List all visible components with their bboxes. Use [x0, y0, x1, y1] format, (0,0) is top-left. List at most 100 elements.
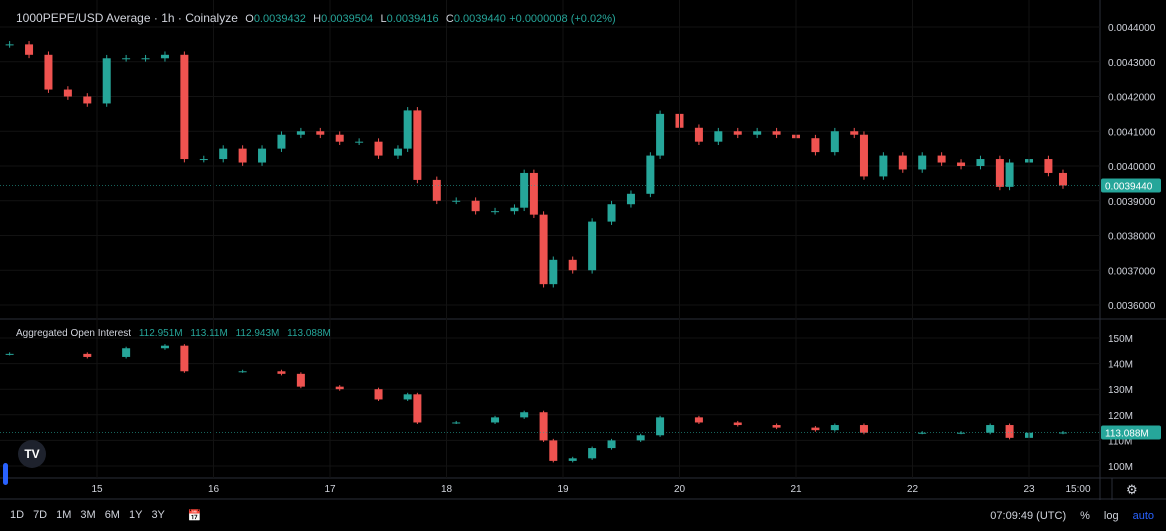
candle	[452, 422, 461, 424]
high-value: 0.0039504	[321, 13, 374, 25]
candle	[432, 179, 441, 201]
y-tick-label: 110M	[1108, 436, 1132, 447]
x-tick-label: 20	[674, 484, 686, 495]
range-1d[interactable]: 1D	[10, 509, 25, 521]
candle	[277, 134, 286, 149]
range-3y[interactable]: 3Y	[151, 509, 165, 521]
x-tick-label: 17	[324, 484, 336, 495]
candle	[753, 131, 762, 135]
candle	[607, 440, 616, 449]
candle	[471, 200, 480, 212]
auto-toggle[interactable]: auto	[1132, 509, 1154, 522]
candle	[714, 131, 723, 142]
last-value-badge	[1101, 425, 1161, 440]
candle	[607, 204, 616, 222]
candle	[219, 148, 228, 160]
candle	[520, 412, 529, 418]
candle	[694, 127, 703, 142]
y-tick-label: 130M	[1108, 385, 1133, 396]
range-1y[interactable]: 1Y	[128, 509, 143, 521]
open-value: 0.0039432	[253, 13, 306, 25]
y-tick-label: 0.0042000	[1108, 93, 1156, 104]
candle	[656, 113, 665, 156]
candle	[830, 131, 839, 153]
candle	[83, 353, 92, 357]
candle	[995, 159, 1004, 187]
log-toggle[interactable]: log	[1103, 509, 1119, 522]
candle	[918, 432, 927, 434]
candle	[160, 54, 169, 59]
candle	[413, 110, 422, 180]
range-6m[interactable]: 6M	[104, 509, 120, 521]
y-tick-label: 150M	[1108, 334, 1133, 345]
price-legend: 1000PEPE/USD Average · 1h · Coinalyze O0…	[16, 11, 616, 25]
candle	[63, 89, 72, 97]
y-tick-label: 140M	[1108, 360, 1133, 371]
candle	[733, 422, 742, 426]
percent-toggle[interactable]: %	[1080, 509, 1090, 522]
y-tick-label: 0.0037000	[1108, 266, 1156, 277]
y-tick-label: 0.0044000	[1108, 23, 1156, 34]
candle	[859, 134, 868, 177]
symbol-title: 1000PEPE/USD Average · 1h · Coinalyze	[16, 11, 238, 25]
candle	[374, 389, 383, 400]
candle	[510, 207, 519, 212]
range-1m[interactable]: 1M	[56, 509, 72, 521]
candle	[568, 458, 577, 461]
oi-title: Aggregated Open Interest	[16, 328, 132, 339]
candle	[898, 155, 907, 170]
candle	[296, 131, 305, 135]
last-value-badge	[1101, 178, 1161, 193]
candle	[976, 159, 985, 166]
candle	[588, 448, 597, 459]
candle	[102, 58, 111, 104]
range-7d[interactable]: 7D	[33, 509, 48, 521]
y-tick-label: 0.0039000	[1108, 197, 1156, 208]
candle	[403, 394, 412, 400]
candle	[588, 221, 597, 271]
candle	[1005, 425, 1014, 438]
y-tick-label: 0.0043000	[1108, 58, 1156, 69]
y-tick-label: 0.0036000	[1108, 301, 1156, 312]
candle	[122, 58, 131, 60]
y-tick-label: 100M	[1108, 462, 1133, 473]
chart-canvas[interactable]: 0.0044000 0.0043000 0.0042000 0.0041000 0.00…	[0, 0, 1166, 500]
candle	[811, 427, 820, 431]
candle	[5, 353, 14, 355]
candle	[277, 371, 286, 374]
x-tick-label: 18	[441, 484, 453, 495]
x-tick-label: 16	[208, 484, 220, 495]
candle	[568, 259, 577, 271]
candle	[811, 138, 820, 153]
low-value: 0.0039416	[386, 13, 439, 25]
candle	[335, 386, 344, 390]
candle	[83, 96, 92, 104]
x-tick-label: 15:00	[1065, 484, 1090, 495]
candle	[160, 345, 169, 349]
candle	[937, 155, 946, 163]
candle	[316, 131, 325, 135]
candle	[335, 134, 344, 142]
last-value-label: 0.0039440	[1105, 181, 1153, 192]
candle	[44, 54, 53, 90]
candle	[25, 44, 34, 55]
clock-utc[interactable]: 07:09:49 (UTC)	[990, 509, 1067, 522]
candle	[393, 148, 402, 156]
change-value: +0.0000008 (+0.02%)	[509, 13, 616, 25]
candle	[694, 417, 703, 423]
candle	[141, 58, 150, 60]
candle	[199, 159, 208, 161]
range-3m[interactable]: 3M	[80, 509, 96, 521]
x-tick-label: 21	[790, 484, 802, 495]
candle	[413, 394, 422, 423]
calendar-icon[interactable]: 📅	[187, 510, 202, 522]
candle	[529, 172, 538, 215]
scrollbar-handle[interactable]	[3, 463, 8, 485]
gear-icon[interactable]: ⚙	[1126, 482, 1138, 497]
x-tick-label: 22	[907, 484, 919, 495]
candle	[5, 44, 14, 46]
tradingview-logo-icon[interactable]: TV	[18, 440, 46, 468]
candle	[180, 345, 189, 372]
candle	[520, 172, 529, 208]
candle	[830, 425, 839, 431]
